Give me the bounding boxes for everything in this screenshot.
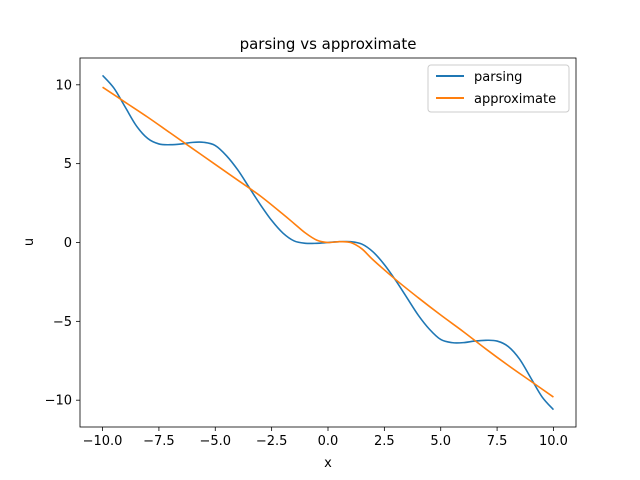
x-tick-label: 10.0	[539, 434, 568, 449]
y-tick-label: 10	[55, 78, 72, 93]
x-tick-label: −2.5	[256, 434, 288, 449]
y-tick-label: −10	[45, 394, 72, 409]
x-axis: −10.0 −7.5 −5.0 −2.5 0.0 2.5 5.0 7.5 10.0	[83, 427, 568, 449]
y-tick-label: 0	[64, 236, 72, 251]
x-tick-label: 7.5	[487, 434, 508, 449]
legend-label-approximate: approximate	[474, 92, 556, 107]
series-lines	[101, 74, 555, 411]
x-tick-label: −7.5	[143, 434, 175, 449]
x-tick-label: 2.5	[374, 434, 395, 449]
plot-frame	[79, 57, 577, 428]
legend: parsing approximate	[427, 64, 570, 113]
x-axis-label: x	[324, 456, 332, 471]
x-tick-label: −5.0	[199, 434, 231, 449]
series-line-approximate	[102, 86, 554, 398]
x-tick-label: 0.0	[318, 434, 339, 449]
x-tick-label: 5.0	[430, 434, 451, 449]
y-axis-label: u	[22, 238, 37, 246]
x-tick-label: −10.0	[83, 434, 123, 449]
y-tick-label: 5	[64, 157, 72, 172]
y-axis: −10 −5 0 5 10	[45, 78, 80, 409]
y-tick-label: −5	[53, 315, 72, 330]
chart-title: parsing vs approximate	[240, 35, 417, 53]
legend-label-parsing: parsing	[474, 70, 522, 85]
